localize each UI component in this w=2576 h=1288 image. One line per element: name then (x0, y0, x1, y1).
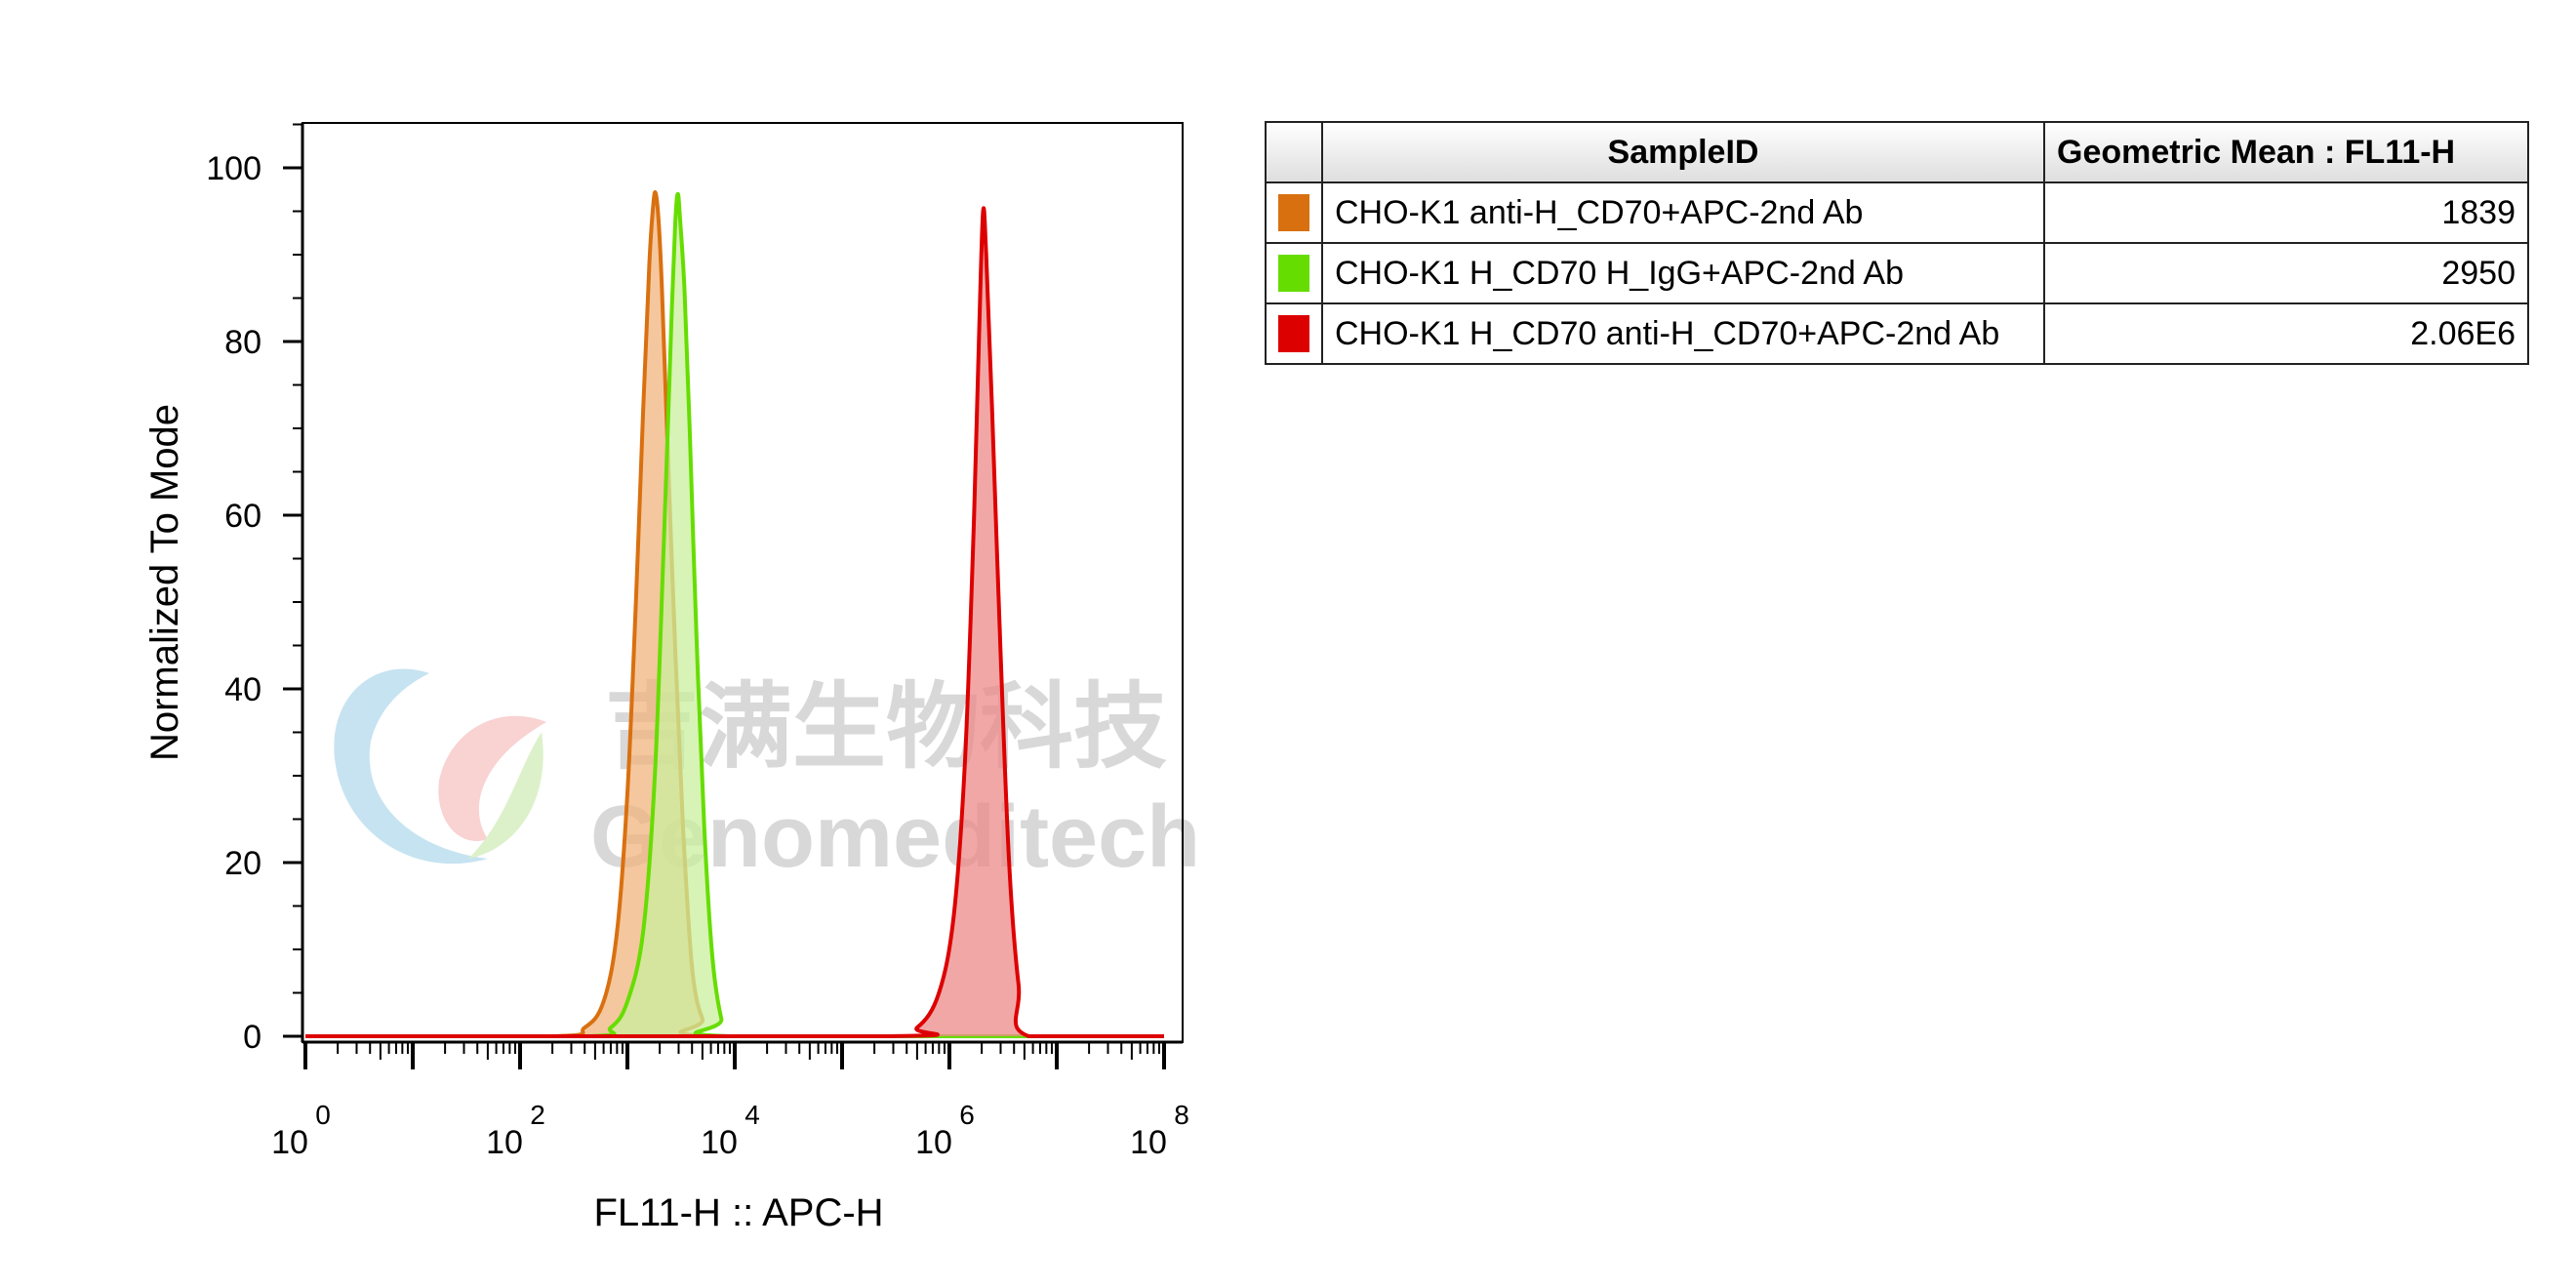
y-tick-label: 100 (206, 150, 262, 187)
y-tick-label: 20 (224, 845, 262, 882)
watermark-logo-icon (334, 668, 546, 865)
swatch-cell (1265, 181, 1323, 244)
series-line-1 (305, 190, 1164, 1039)
statistics-table: SampleID Geometric Mean : FL11-H CHO-K1 … (1265, 121, 2529, 365)
color-swatch (1278, 194, 1309, 231)
y-tick-label: 0 (243, 1019, 262, 1056)
geometric-mean-cell: 2.06E6 (2043, 302, 2529, 365)
geometric-mean-header: Geometric Mean : FL11-H (2043, 121, 2529, 183)
x-tick-label-base: 10 (701, 1124, 738, 1161)
color-swatch (1278, 315, 1309, 352)
y-axis-title: Normalized To Mode (143, 404, 186, 761)
y-tick-label: 80 (224, 324, 262, 361)
series-fill-2 (305, 193, 1164, 1036)
color-swatch (1278, 255, 1309, 292)
x-tick-label-exponent: 0 (315, 1100, 331, 1130)
table-row: CHO-K1 anti-H_CD70+APC-2nd Ab 1839 (1265, 181, 2529, 244)
swatch-cell (1265, 302, 1323, 365)
series-fill-1 (305, 192, 1164, 1037)
watermark: 吉满生物科技 Genomeditech (334, 668, 1200, 886)
series-line-3 (305, 206, 1164, 1039)
table-row: CHO-K1 H_CD70 H_IgG+APC-2nd Ab 2950 (1265, 242, 2529, 304)
x-tick-label-base: 10 (915, 1124, 952, 1161)
x-tick-label-base: 10 (271, 1124, 308, 1161)
x-tick-label-exponent: 8 (1174, 1100, 1189, 1130)
sample-id-header: SampleID (1321, 121, 2045, 183)
sample-id-cell: CHO-K1 anti-H_CD70+APC-2nd Ab (1321, 181, 2045, 244)
y-tick-label: 40 (224, 671, 262, 708)
table-header-row: SampleID Geometric Mean : FL11-H (1265, 121, 2529, 183)
x-tick-label-exponent: 6 (959, 1100, 975, 1130)
series-layer (305, 190, 1164, 1039)
table-row: CHO-K1 H_CD70 anti-H_CD70+APC-2nd Ab 2.0… (1265, 302, 2529, 365)
plot-frame (302, 122, 1184, 1043)
x-tick-label-base: 10 (1130, 1124, 1167, 1161)
y-axis: 0 20 40 60 80 100 (206, 123, 304, 1056)
sample-id-cell: CHO-K1 H_CD70 H_IgG+APC-2nd Ab (1321, 242, 2045, 304)
sample-id-cell: CHO-K1 H_CD70 anti-H_CD70+APC-2nd Ab (1321, 302, 2045, 365)
swatch-cell (1265, 242, 1323, 304)
series-line-2 (305, 191, 1164, 1039)
x-axis-title: FL11-H :: APC-H (593, 1191, 883, 1234)
geometric-mean-cell: 2950 (2043, 242, 2529, 304)
swatch-column-header (1265, 121, 1323, 183)
x-tick-label-base: 10 (486, 1124, 523, 1161)
x-tick-label-exponent: 4 (745, 1100, 760, 1130)
geometric-mean-cell: 1839 (2043, 181, 2529, 244)
histogram-chart: 吉满生物科技 Genomeditech 0 20 40 60 80 100 10 0 10 2 1… (0, 0, 1210, 1288)
x-tick-label-exponent: 2 (530, 1100, 545, 1130)
y-tick-label: 60 (224, 498, 262, 535)
series-fill-3 (305, 208, 1164, 1037)
